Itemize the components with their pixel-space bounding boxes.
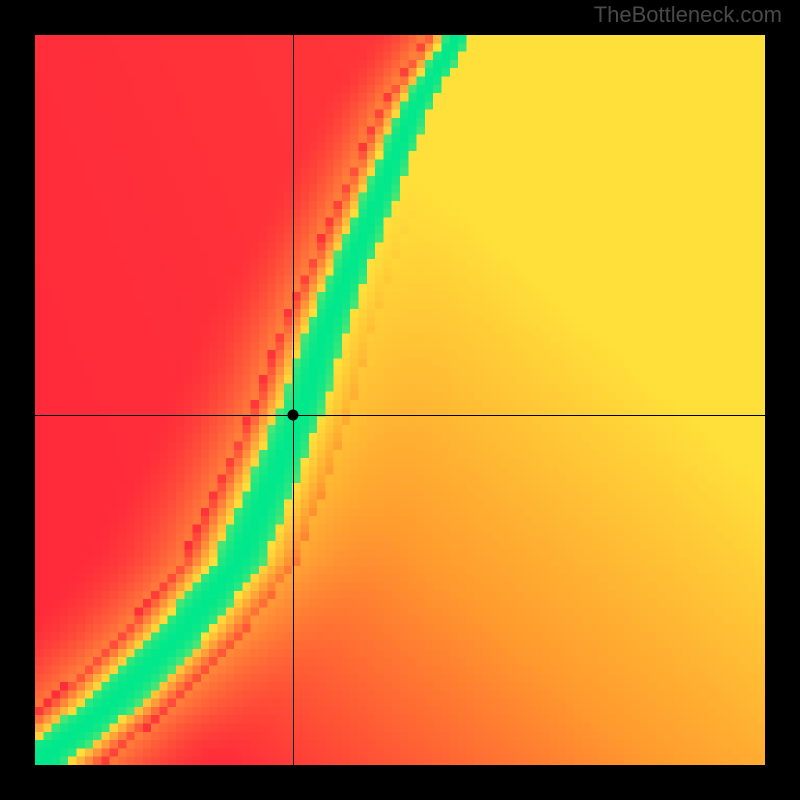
- point-marker: [287, 409, 298, 420]
- crosshair-vertical: [293, 35, 294, 765]
- heatmap-plot: [35, 35, 765, 765]
- crosshair-horizontal: [35, 415, 765, 416]
- watermark-text: TheBottleneck.com: [594, 2, 782, 28]
- heatmap-canvas: [35, 35, 765, 765]
